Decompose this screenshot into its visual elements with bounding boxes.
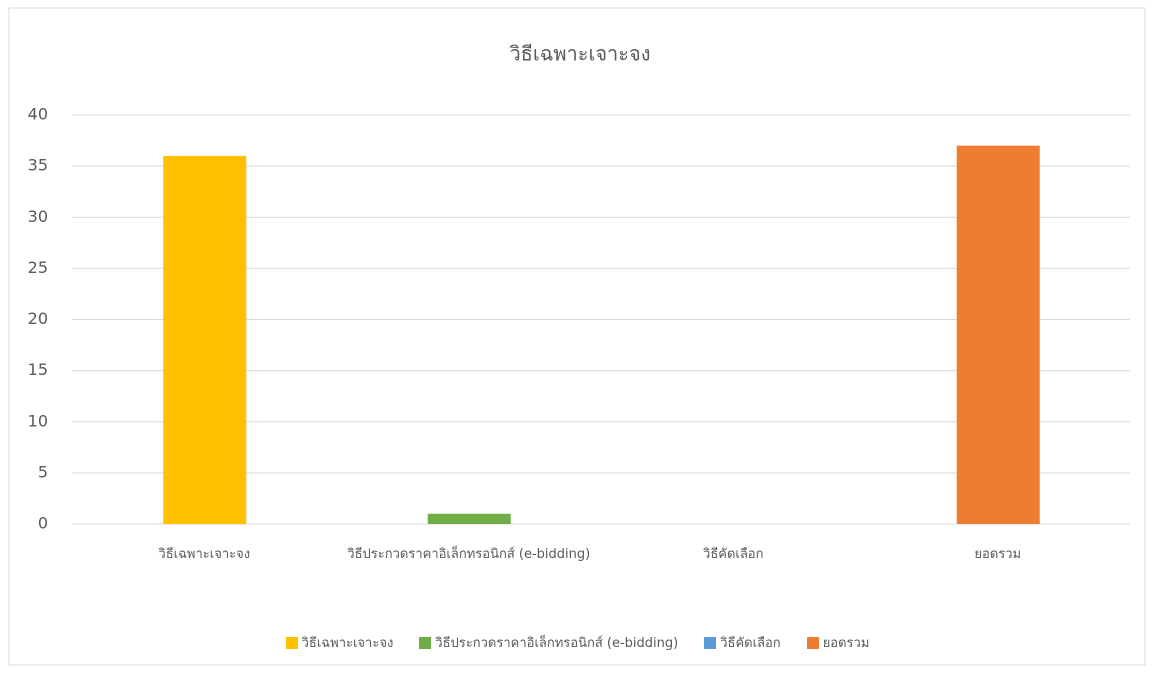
y-tick-label: 10 bbox=[28, 411, 48, 430]
x-tick-label-box: วิธีเฉพาะเจาะจง bbox=[158, 547, 251, 562]
legend-item: วิธีคัดเลือก bbox=[704, 632, 781, 653]
legend-item: วิธีประกวดราคาอิเล็กทรอนิกส์ (e-bidding) bbox=[419, 632, 678, 653]
legend-swatch bbox=[419, 636, 432, 649]
chart-title: วิธีเฉพาะเจาะจง bbox=[509, 42, 650, 66]
x-tick-label-box: วิธีคัดเลือก bbox=[703, 547, 764, 562]
legend: วิธีเฉพาะเจาะจง วิธีประกวดราคาอิเล็กทรอนิ… bbox=[0, 632, 1155, 653]
y-tick-label: 5 bbox=[38, 462, 48, 481]
legend-label: ยอดรวม bbox=[822, 636, 870, 651]
legend-label: วิธีเฉพาะเจาะจง bbox=[301, 636, 394, 651]
x-tick-label-box: วิธีประกวดราคาอิเล็กทรอนิกส์ (e-bidding) bbox=[347, 547, 591, 562]
legend-swatch bbox=[704, 636, 717, 649]
x-tick-label-box: ยอดรวม bbox=[974, 547, 1022, 562]
y-tick-label: 40 bbox=[28, 105, 48, 124]
y-tick-label: 15 bbox=[28, 360, 48, 379]
legend-swatch bbox=[806, 636, 819, 649]
bar bbox=[427, 513, 511, 524]
y-tick-label: 25 bbox=[28, 258, 48, 277]
y-tick-label: 30 bbox=[28, 207, 48, 226]
bar bbox=[163, 155, 247, 524]
x-tick-label: วิธีเฉพาะเจาะจง bbox=[158, 547, 251, 562]
y-tick-label: 35 bbox=[28, 156, 48, 175]
x-tick-label: วิธีประกวดราคาอิเล็กทรอนิกส์ (e-bidding) bbox=[347, 547, 591, 562]
y-tick-label: 20 bbox=[28, 309, 48, 328]
legend-item: ยอดรวม bbox=[806, 632, 870, 653]
bar bbox=[956, 145, 1040, 525]
chart-border bbox=[8, 7, 1146, 666]
y-tick-label: 0 bbox=[38, 514, 48, 533]
legend-label: วิธีคัดเลือก bbox=[720, 636, 781, 651]
x-tick-label: ยอดรวม bbox=[974, 547, 1022, 562]
x-tick-label: วิธีคัดเลือก bbox=[703, 547, 764, 562]
legend-swatch bbox=[285, 636, 298, 649]
legend-label: วิธีประกวดราคาอิเล็กทรอนิกส์ (e-bidding) bbox=[435, 636, 679, 651]
legend-item: วิธีเฉพาะเจาะจง bbox=[285, 632, 394, 653]
